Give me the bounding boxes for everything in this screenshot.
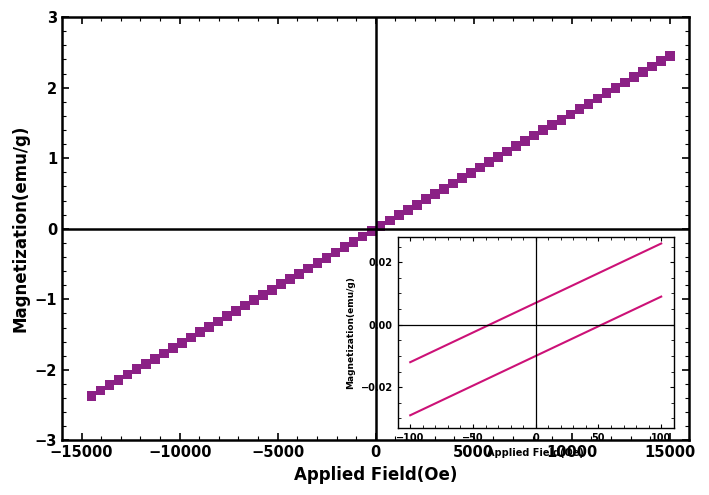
Point	[221, 312, 233, 320]
Point	[411, 200, 423, 208]
Point	[457, 174, 468, 182]
Point	[176, 339, 187, 346]
Point	[330, 248, 341, 256]
Point	[357, 233, 368, 241]
Point	[294, 270, 305, 278]
Point	[113, 376, 124, 384]
Point	[212, 318, 223, 326]
Point	[303, 264, 314, 272]
Point	[276, 280, 287, 288]
Point	[520, 137, 531, 145]
Point	[122, 371, 133, 379]
Point	[583, 100, 594, 108]
Point	[628, 73, 640, 81]
Point	[565, 110, 576, 118]
Point	[185, 334, 196, 342]
Point	[655, 57, 666, 65]
Point	[664, 52, 676, 60]
Point	[610, 84, 621, 92]
Point	[637, 68, 649, 76]
Point	[375, 222, 386, 230]
Point	[104, 381, 115, 389]
Point	[447, 180, 459, 188]
Point	[203, 323, 215, 331]
Point	[501, 148, 513, 155]
Point	[493, 153, 504, 161]
Point	[248, 297, 259, 304]
Point	[348, 238, 359, 246]
Point	[284, 275, 296, 283]
Point	[484, 158, 495, 166]
Y-axis label: Magnetization(emu/g): Magnetization(emu/g)	[11, 125, 29, 333]
Point	[402, 206, 413, 214]
Point	[158, 349, 169, 357]
Point	[339, 243, 350, 251]
Point	[474, 163, 486, 171]
Point	[194, 328, 206, 336]
Point	[312, 259, 323, 267]
Point	[465, 169, 476, 177]
Point	[420, 196, 432, 203]
Point	[366, 227, 377, 235]
Point	[438, 185, 450, 193]
Point	[556, 116, 567, 124]
Point	[510, 142, 522, 150]
Point	[429, 190, 440, 198]
Point	[601, 89, 613, 97]
Point	[529, 132, 540, 140]
Point	[592, 95, 603, 102]
Point	[537, 126, 549, 134]
Point	[140, 360, 151, 368]
Point	[646, 62, 657, 70]
Point	[167, 344, 179, 352]
Point	[149, 355, 160, 363]
Point	[574, 105, 585, 113]
Point	[393, 211, 404, 219]
Point	[240, 301, 251, 309]
Point	[619, 79, 630, 87]
Point	[95, 387, 106, 395]
Point	[547, 121, 558, 129]
X-axis label: Applied Field(Oe): Applied Field(Oe)	[294, 466, 457, 484]
Point	[86, 392, 97, 400]
Point	[267, 286, 278, 294]
Point	[320, 254, 332, 262]
Point	[131, 365, 143, 373]
Point	[230, 307, 242, 315]
Point	[384, 217, 396, 225]
Point	[257, 291, 269, 299]
